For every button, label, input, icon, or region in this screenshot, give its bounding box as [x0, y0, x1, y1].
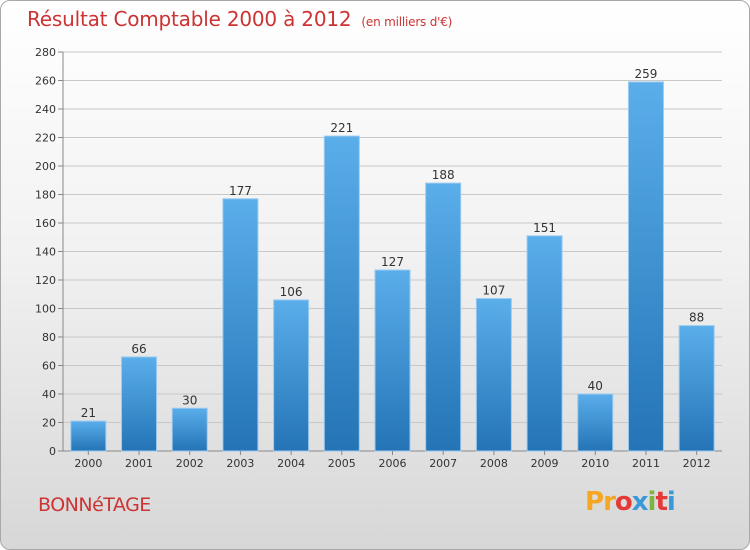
proxiti-logo[interactable]: Proxiti [585, 487, 676, 517]
bar-2004 [273, 299, 310, 452]
logo-letter: x [631, 487, 649, 517]
logo-letter: i [666, 487, 676, 517]
y-tick-label: 180 [35, 189, 56, 202]
logo-letter: t [655, 487, 667, 517]
value-label-2009: 151 [533, 221, 556, 235]
bar-2009 [526, 235, 563, 452]
x-tick-label-2009: 2009 [531, 457, 559, 470]
x-tick-label-2012: 2012 [683, 457, 711, 470]
bar-2008 [475, 298, 512, 452]
x-tick-label-2010: 2010 [581, 457, 609, 470]
value-label-2003: 177 [229, 184, 252, 198]
logo-letter: i [647, 487, 657, 517]
x-tick-label-2006: 2006 [379, 457, 407, 470]
chart-title-text: Résultat Comptable 2000 à 2012 [27, 7, 352, 31]
y-tick-label: 200 [35, 160, 56, 173]
value-label-2007: 188 [432, 168, 455, 182]
logo-letter: r [603, 487, 616, 517]
x-tick-labels: 2000 2001 2002 2003 2004 2005 2006 2007 2008 2009… [74, 451, 711, 470]
value-label-2006: 127 [381, 255, 404, 269]
y-tick-label: 260 [35, 75, 56, 88]
y-tick-label: 140 [35, 246, 56, 259]
x-tick-label-2003: 2003 [226, 457, 254, 470]
x-tick-label-2008: 2008 [480, 457, 508, 470]
logo-letter: o [614, 487, 633, 517]
x-tick-label-2002: 2002 [176, 457, 204, 470]
y-tick-label: 40 [42, 388, 56, 401]
bar-2003 [222, 198, 259, 452]
value-label-2008: 107 [482, 284, 505, 298]
y-tick-labels: 0 20 40 60 80 100 120 140 160 180 200 220 240 260 280 [35, 46, 63, 458]
x-tick-label-2001: 2001 [125, 457, 153, 470]
bar-2011 [627, 81, 664, 452]
value-labels: 21 66 30 177 106 221 127 188 107 151 40 259 88 [81, 67, 705, 420]
x-tick-label-2004: 2004 [277, 457, 305, 470]
chart-title: Résultat Comptable 2000 à 2012 (en millie… [27, 7, 452, 31]
y-tick-label: 80 [42, 331, 56, 344]
y-tick-label: 220 [35, 132, 56, 145]
value-label-2002: 30 [182, 393, 197, 407]
bar-2000 [70, 420, 107, 452]
x-tick-label-2005: 2005 [328, 457, 356, 470]
value-label-2001: 66 [131, 342, 146, 356]
value-label-2005: 221 [330, 121, 353, 135]
y-tick-label: 240 [35, 103, 56, 116]
bar-2010 [577, 393, 614, 452]
bar-2001 [121, 356, 158, 452]
y-tick-label: 0 [49, 445, 56, 458]
y-tick-label: 20 [42, 417, 56, 430]
chart-subtitle: (en milliers d'€) [361, 15, 453, 29]
value-label-2012: 88 [689, 311, 704, 325]
y-tick-label: 160 [35, 217, 56, 230]
bar-2012 [678, 325, 715, 452]
y-tick-label: 100 [35, 303, 56, 316]
y-tick-label: 280 [35, 46, 56, 59]
value-label-2010: 40 [588, 379, 603, 393]
value-label-2000: 21 [81, 406, 96, 420]
x-tick-label-2011: 2011 [632, 457, 660, 470]
x-tick-label-2007: 2007 [429, 457, 457, 470]
bar-2006 [374, 269, 411, 452]
logo-letter: P [585, 487, 604, 517]
value-label-2011: 259 [635, 67, 658, 81]
bar-2002 [171, 407, 208, 452]
x-tick-label-2000: 2000 [74, 457, 102, 470]
commune-name: BONNéTAGE [38, 494, 151, 516]
value-label-2004: 106 [280, 285, 303, 299]
y-tick-label: 120 [35, 274, 56, 287]
bar-2005 [323, 135, 360, 452]
bar-2007 [425, 182, 462, 452]
y-tick-label: 60 [42, 360, 56, 373]
